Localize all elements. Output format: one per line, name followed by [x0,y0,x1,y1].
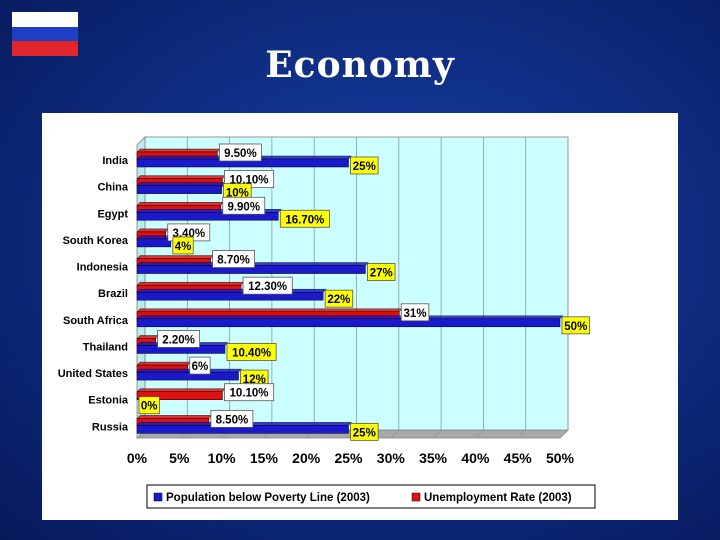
poverty-bar [136,371,239,381]
poverty-data-label-box [561,316,591,335]
poverty-data-label-box [226,343,277,361]
poverty-data-label: 22% [327,294,350,306]
legend-swatch-unemployment [411,492,421,502]
category-label: China [97,182,128,194]
unemployment-bar-top [136,388,227,392]
category-label: South Africa [63,315,129,327]
x-tick-label: 50% [546,450,575,466]
poverty-data-label-box [367,263,396,281]
poverty-data-label: 4% [175,241,192,253]
unemployment-bar-top [136,255,215,259]
unemployment-bar-top [136,335,160,339]
poverty-data-label: 0% [141,401,158,413]
unemployment-bar-top [136,308,403,313]
poverty-bar [136,238,172,248]
unemployment-data-label: 10.10% [230,388,269,400]
poverty-data-label-box [172,236,194,255]
unemployment-bar-top [136,415,213,419]
x-tick-label: 0% [127,450,148,466]
x-tick-label: 45% [504,450,533,466]
poverty-bar-top [136,315,564,320]
poverty-bar-top [136,395,141,399]
gridline-floor [475,429,484,439]
poverty-bar-top [136,182,226,186]
unemployment-data-label-box [212,250,256,268]
poverty-bar [136,212,279,221]
poverty-data-label-box [350,422,379,441]
category-label: Brazil [98,288,128,300]
gridline-floor [432,429,442,439]
x-tick-label: 20% [292,450,321,466]
unemployment-data-label: 8.70% [217,255,250,267]
legend-label-unemployment: Unemployment Rate (2003) [424,492,572,504]
unemployment-data-label: 8.50% [216,414,249,426]
unemployment-data-label-box [224,383,275,402]
category-label: Russia [92,421,129,433]
unemployment-data-label-box [189,356,211,375]
unemployment-data-label-box [218,143,262,162]
poverty-bar-top [136,288,327,293]
unemployment-data-label-box [210,409,254,428]
poverty-data-label: 10% [226,188,249,200]
unemployment-data-label-box [222,196,266,215]
poverty-data-label-box [324,289,354,308]
category-label: Indonesia [77,262,129,274]
x-tick-label: 15% [250,450,279,466]
poverty-data-label: 25% [353,427,376,439]
unemployment-data-label-box [157,330,201,348]
unemployment-data-label: 31% [404,308,427,320]
slide-title: Economy [265,44,455,86]
poverty-data-label-box [138,396,160,415]
unemployment-data-label: 6% [192,361,209,373]
legend-box [146,484,596,509]
unemployment-bar-top [136,202,225,206]
category-label: India [102,155,129,167]
poverty-data-label: 16.70% [285,214,324,226]
unemployment-data-label: 12.30% [248,281,287,293]
x-tick-label: 10% [208,450,237,466]
unemployment-data-label: 9.50% [224,148,257,160]
poverty-bar [136,318,561,328]
poverty-data-label: 10.40% [232,347,271,359]
poverty-data-label: 50% [564,321,587,333]
gridline-floor [559,429,569,439]
x-tick-label: 30% [377,450,406,466]
x-tick-label: 40% [461,450,490,466]
poverty-bar [136,185,222,194]
unemployment-bar-top [136,175,227,179]
poverty-data-label-box [279,209,330,228]
category-label: South Korea [63,235,129,247]
unemployment-bar-top [136,361,192,366]
category-label: United States [58,368,128,380]
unemployment-bar [136,391,223,400]
legend-label-poverty: Population below Poverty Line (2003) [166,492,370,504]
category-label: Estonia [88,395,129,407]
poverty-data-label: 12% [243,374,266,386]
x-tick-label: 25% [334,450,363,466]
unemployment-bar-top [136,281,245,286]
russia-flag-icon [12,12,78,56]
category-label: Egypt [97,208,128,220]
unemployment-bar-top [136,228,170,233]
category-label: Thailand [83,341,128,353]
poverty-bar-top [136,368,243,373]
unemployment-data-label-box [400,303,430,322]
poverty-data-label-box [350,156,379,175]
unemployment-data-label-box [242,276,293,295]
legend-swatch-poverty [153,492,163,502]
poverty-data-label: 27% [370,268,393,280]
unemployment-bar-top [136,148,221,153]
gridline-floor [390,429,400,439]
unemployment-data-label: 9.90% [227,201,260,213]
unemployment-data-label: 2.20% [162,334,195,346]
gridline-floor [517,429,526,439]
poverty-bar [136,291,324,301]
poverty-data-label: 25% [353,161,376,173]
x-tick-label: 35% [419,450,448,466]
x-tick-label: 5% [169,450,190,466]
